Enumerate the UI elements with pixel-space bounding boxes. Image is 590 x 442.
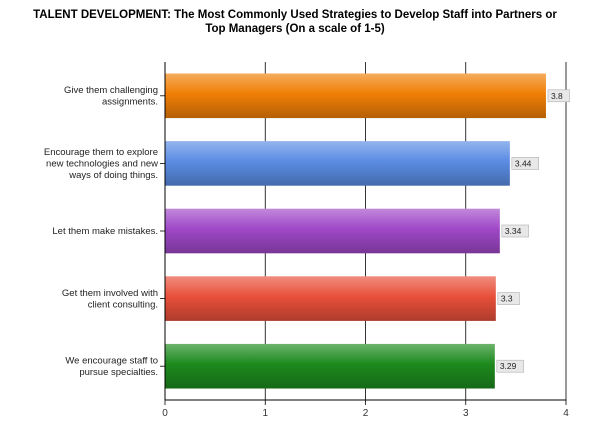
value-label: 3.8 [551,91,563,101]
chart-title: TALENT DEVELOPMENT: The Most Commonly Us… [0,8,590,36]
x-tick-label: 4 [563,408,569,419]
bars [165,73,546,389]
bar [165,141,510,186]
category-label: Get them involved with client consulting. [62,288,158,311]
category-label: Give them challenging assignments. [64,85,158,108]
value-label-box [511,157,539,170]
bar [165,208,500,254]
chart-title-line-2: Top Managers (On a scale of 1-5) [205,23,385,35]
axes [160,62,567,405]
category-label: We encourage staff to pursue specialties. [65,355,158,378]
category-label: Encourage them to explore new technologie… [44,147,158,181]
value-label-box [496,359,524,373]
x-tick-label: 3 [463,408,469,419]
bar [165,73,546,119]
value-label: 3.3 [501,294,513,304]
x-tick-label: 2 [363,408,369,419]
x-tick-label: 1 [262,408,268,419]
value-label: 3.44 [515,158,532,168]
value-label-box [497,292,520,305]
category-label: Let them make mistakes. [52,226,158,237]
value-label-box [547,89,570,103]
chart-title-line-1: TALENT DEVELOPMENT: The Most Commonly Us… [33,9,557,21]
x-tick-label: 0 [162,408,168,419]
bar [165,276,496,321]
labels: 0 1 2 3 4 Give them challenging assignments. 3.… [44,85,570,419]
value-label-box [501,224,529,238]
bar [165,343,495,389]
value-label: 3.34 [505,226,522,236]
value-label: 3.29 [500,361,517,371]
